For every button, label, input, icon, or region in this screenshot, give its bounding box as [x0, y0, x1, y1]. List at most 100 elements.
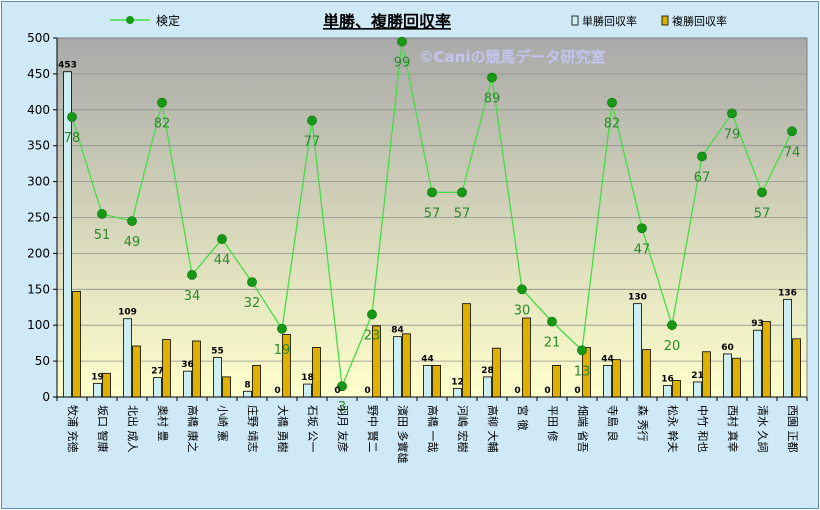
- x-tick-label: 森 秀行: [636, 405, 650, 442]
- kentei-value-label: 79: [724, 127, 741, 142]
- win-rate-bar: [393, 336, 402, 398]
- x-tick-label: 西村 真幸: [726, 405, 740, 453]
- kentei-point: [577, 345, 587, 356]
- kentei-point: [607, 97, 617, 108]
- kentei-point: [427, 187, 437, 198]
- kentei-value-label: 67: [694, 170, 711, 185]
- win-rate-label: 0: [514, 386, 520, 396]
- place-rate-bar: [612, 359, 621, 398]
- win-rate-label: 84: [391, 326, 404, 336]
- kentei-value-label: 20: [664, 339, 681, 354]
- y-tick-label: 400: [27, 103, 50, 117]
- kentei-value-label: 13: [574, 364, 591, 379]
- win-rate-label: 44: [601, 354, 614, 364]
- y-axis: 0 50 100 150 200 250 300 350 400 450 500: [27, 31, 58, 404]
- data-labels: 453 19 109 27 36 55 8 0 18 0 0 84 44 12 28 0 0 0 44 130 16 21…: [58, 56, 800, 416]
- win-rate-bar: [453, 387, 462, 398]
- win-rate-bar: [123, 318, 132, 398]
- y-tick-label: 0: [42, 390, 50, 404]
- kentei-value-label: 32: [244, 296, 261, 311]
- kentei-point: [697, 151, 707, 162]
- x-tick-label: 寺島 良: [606, 405, 620, 442]
- y-tick-label: 50: [35, 354, 50, 368]
- x-tick-label: 坂口 智康: [96, 405, 110, 453]
- y-tick-label: 450: [27, 67, 50, 81]
- win-rate-bar: [783, 298, 792, 398]
- kentei-point: [307, 115, 317, 126]
- win-rate-label: 21: [691, 371, 704, 381]
- kentei-point: [337, 381, 347, 392]
- win-rate-label: 12: [451, 377, 464, 387]
- win-rate-bar: [663, 385, 672, 398]
- win-rate-label: 19: [91, 372, 104, 382]
- y-tick-label: 150: [27, 282, 50, 296]
- win-rate-label: 16: [661, 375, 674, 385]
- win-rate-bar: [423, 365, 432, 398]
- win-rate-label: 60: [721, 343, 734, 353]
- x-tick-label: 羽月 友彦: [336, 405, 350, 453]
- win-rate-label: 0: [574, 386, 580, 396]
- x-tick-label: 北出 成人: [126, 405, 140, 453]
- kentei-value-label: 82: [154, 117, 171, 132]
- win-rate-label: 0: [544, 386, 550, 396]
- x-tick-label: 河嶋 宏樹: [456, 405, 470, 453]
- y-tick-label: 200: [27, 246, 50, 260]
- bar-series: [63, 71, 801, 398]
- legend-line-label: 検定: [156, 13, 180, 28]
- kentei-point: [187, 270, 197, 280]
- legend-place-swatch: [661, 15, 669, 26]
- legend-place-label: 複勝回収率: [672, 14, 727, 28]
- win-rate-label: 36: [181, 360, 194, 370]
- legend-win-swatch: [571, 15, 579, 26]
- kentei-point: [487, 72, 497, 83]
- win-rate-bar: [213, 357, 222, 398]
- watermark-text: ©Caniの競馬データ研究室: [419, 48, 606, 66]
- kentei-value-label: 44: [214, 253, 231, 268]
- kentei-value-label: 19: [274, 343, 291, 358]
- x-tick-label: 小崎 憲: [216, 405, 230, 442]
- win-rate-bar: [243, 390, 252, 398]
- place-rate-bar: [402, 333, 411, 398]
- kentei-value-label: 89: [484, 91, 501, 106]
- win-rate-label: 27: [151, 367, 164, 377]
- place-rate-bar: [552, 365, 561, 398]
- x-tick-label: 高橋 康之: [186, 405, 200, 453]
- x-tick-label: 畑端 省吾: [576, 405, 589, 453]
- x-tick-label: 庄野 靖志: [246, 405, 260, 453]
- win-rate-bar: [633, 303, 642, 398]
- kentei-value-label: 57: [454, 206, 471, 221]
- kentei-point: [787, 126, 797, 137]
- gridlines: [57, 73, 807, 362]
- win-rate-label: 28: [481, 366, 494, 376]
- win-rate-bar: [303, 383, 312, 398]
- place-rate-bar: [762, 321, 771, 398]
- kentei-point: [127, 216, 137, 226]
- kentei-point: [217, 234, 227, 244]
- win-rate-bar: [753, 329, 762, 398]
- kentei-value-label: 49: [124, 235, 141, 250]
- x-tick-label: 高橋 一哉: [426, 405, 440, 453]
- win-rate-bar: [483, 376, 492, 398]
- kentei-value-label: 57: [754, 206, 771, 221]
- kentei-point: [457, 187, 467, 198]
- kentei-point: [247, 277, 257, 288]
- kentei-value-label: 82: [604, 117, 621, 132]
- win-rate-bar: [93, 382, 102, 398]
- kentei-point: [97, 209, 107, 219]
- kentei-point: [157, 97, 167, 108]
- kentei-point: [757, 187, 767, 198]
- x-tick-label: 西園 正都: [786, 405, 799, 453]
- x-tick-label: 高柳 大輔: [486, 405, 500, 453]
- x-tick-label: 中竹 和也: [696, 405, 710, 453]
- x-tick-label: 大橋 勇樹: [276, 405, 290, 453]
- win-rate-label: 109: [118, 308, 137, 318]
- win-rate-label: 18: [301, 373, 314, 383]
- y-tick-label: 500: [27, 31, 50, 45]
- place-rate-bar: [642, 349, 651, 398]
- chart-title: 単勝、複勝回収率: [323, 12, 451, 31]
- win-rate-label: 55: [211, 347, 224, 357]
- x-tick-label: 濱田 多實雄: [396, 405, 410, 464]
- y-tick-label: 350: [27, 139, 50, 153]
- y-tick-label: 250: [27, 211, 50, 225]
